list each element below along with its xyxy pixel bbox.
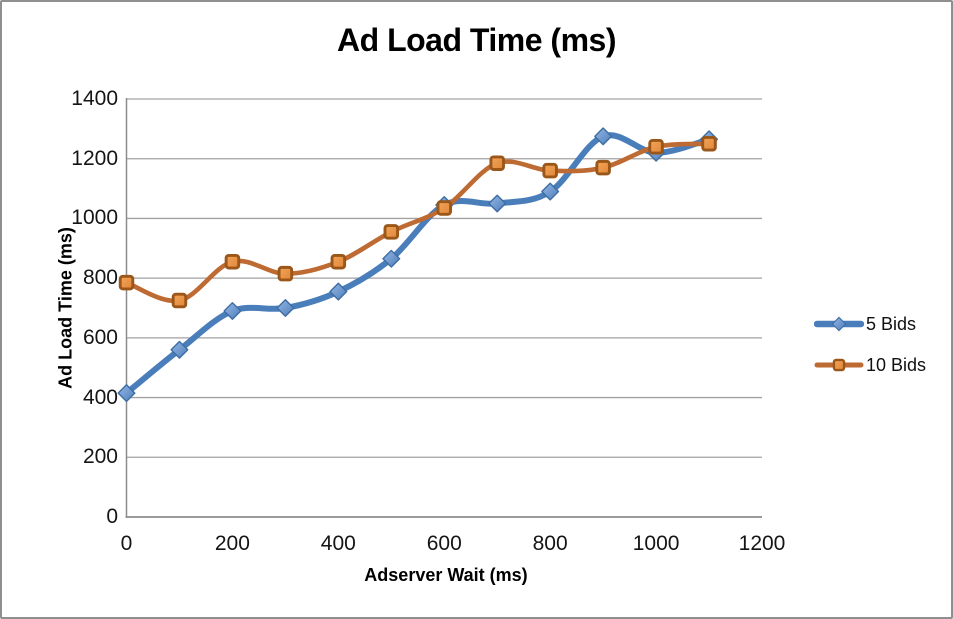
data-point-marker (595, 159, 611, 176)
data-point-marker (171, 292, 188, 309)
data-point-marker (383, 224, 400, 240)
y-tick-label: 0 (106, 505, 118, 528)
series-10-bids-swatch-icon (814, 358, 864, 372)
data-point-marker (648, 139, 664, 155)
data-point-marker (382, 249, 401, 268)
x-tick-label: 400 (320, 532, 356, 555)
data-point-marker (832, 358, 846, 372)
y-tick-label: 1200 (71, 146, 118, 170)
series-5-bids-swatch-icon (814, 316, 864, 332)
y-tick-label: 200 (82, 445, 118, 469)
data-point-marker (277, 265, 294, 282)
series-line-10-bids (124, 141, 712, 304)
data-point-marker (224, 253, 241, 270)
data-point-marker (276, 299, 295, 317)
x-tick-label: 800 (532, 532, 568, 555)
data-point-marker (170, 340, 189, 359)
x-tick-label: 600 (426, 532, 462, 555)
data-point-marker (594, 127, 613, 146)
data-point-marker (701, 136, 717, 152)
data-point-marker (117, 384, 136, 403)
y-tick-label: 800 (82, 266, 118, 290)
data-point-marker (488, 194, 507, 213)
x-tick-label: 0 (120, 532, 133, 555)
data-point-marker (329, 282, 348, 301)
data-point-marker (330, 253, 347, 270)
data-point-marker (223, 301, 242, 320)
y-tick-label: 1400 (71, 87, 118, 110)
y-tick-label: 1000 (71, 206, 118, 230)
legend-item-10-bids: 10 Bids (814, 354, 926, 376)
y-axis-title: Ad Load Time (ms) (55, 227, 76, 389)
data-point-marker (436, 200, 453, 216)
data-point-marker (831, 316, 847, 332)
y-tick-label: 400 (82, 385, 118, 409)
legend-label-10-bids: 10 Bids (866, 354, 927, 375)
data-point-marker (542, 162, 558, 179)
legend: 5 Bids 10 Bids (814, 313, 926, 395)
legend-item-5-bids: 5 Bids (814, 313, 926, 335)
x-tick-label: 1200 (738, 532, 786, 555)
x-tick-label: 1000 (632, 532, 680, 555)
legend-label-5-bids: 5 Bids (866, 313, 917, 334)
series-line-5-bids (123, 132, 712, 397)
chart-title: Ad Load Time (ms) (337, 22, 616, 58)
data-point-marker (489, 155, 505, 171)
y-tick-label: 600 (82, 325, 118, 349)
data-point-marker (118, 274, 135, 291)
x-axis-title: Adserver Wait (ms) (364, 565, 528, 585)
data-point-marker (541, 182, 560, 201)
x-tick-label: 200 (214, 532, 250, 555)
